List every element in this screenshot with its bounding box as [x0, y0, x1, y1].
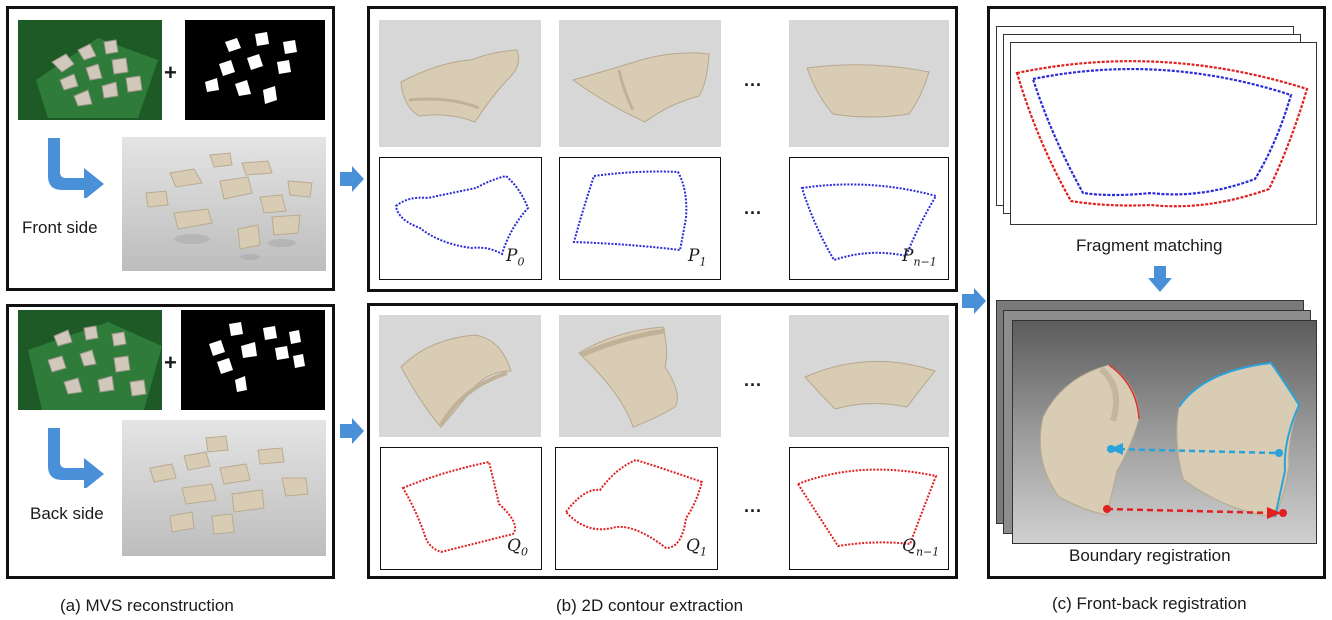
contour-label-q0: Q0 — [507, 536, 528, 559]
front-plus-sign: + — [164, 60, 177, 85]
back-plus-sign: + — [164, 350, 177, 375]
front-bent-arrow-icon — [38, 138, 108, 198]
back-fragment-render-0 — [379, 315, 541, 437]
back-contour-ellipsis: ... — [744, 496, 763, 516]
front-fragments-render — [122, 137, 326, 271]
front-fragment-render-n — [789, 20, 949, 147]
front-contour-box-0: P0 — [379, 157, 542, 280]
front-render-ellipsis: ... — [744, 70, 763, 90]
fragment-matching-label: Fragment matching — [1076, 236, 1223, 255]
back-mask-image — [181, 310, 325, 410]
back-green-mat-photo — [18, 310, 162, 410]
arrow-b-to-c-icon — [962, 288, 986, 314]
back-render-ellipsis: ... — [744, 370, 763, 390]
contour-label-p0: P0 — [506, 246, 525, 269]
back-fragment-render-n — [789, 315, 949, 437]
back-fragment-render-1 — [559, 315, 721, 437]
front-contour-box-n: Pn−1 — [789, 157, 949, 280]
back-contour-box-1: Q1 — [555, 447, 718, 570]
front-fragment-render-0 — [379, 20, 541, 147]
contour-label-q1: Q1 — [686, 536, 707, 559]
back-side-label: Back side — [30, 504, 104, 523]
caption-contour-extraction: (b) 2D contour extraction — [556, 596, 744, 615]
arrow-a-to-b-bottom-icon — [340, 418, 364, 444]
contour-label-p1: P1 — [688, 246, 707, 269]
front-contour-box-1: P1 — [559, 157, 721, 280]
contour-label-pn: Pn−1 — [902, 246, 937, 269]
boundary-sheet — [1012, 320, 1317, 544]
back-bent-arrow-icon — [38, 428, 108, 488]
boundary-registration-label: Boundary registration — [1069, 546, 1231, 565]
back-contour-box-n: Qn−1 — [789, 447, 949, 570]
front-side-label: Front side — [22, 218, 98, 237]
arrow-a-to-b-top-icon — [340, 166, 364, 192]
back-fragments-render — [122, 420, 326, 556]
contour-label-qn: Qn−1 — [902, 536, 940, 559]
front-green-mat-photo — [18, 20, 162, 120]
caption-front-back-registration: (c) Front-back registration — [1052, 594, 1247, 613]
matching-down-arrow-icon — [1148, 266, 1172, 292]
front-mask-image — [185, 20, 325, 120]
front-fragment-render-1 — [559, 20, 721, 147]
caption-mvs-reconstruction: (a) MVS reconstruction — [60, 596, 234, 615]
front-contour-ellipsis: ... — [744, 198, 763, 218]
back-contour-box-0: Q0 — [380, 447, 542, 570]
matching-sheet — [1010, 42, 1317, 225]
